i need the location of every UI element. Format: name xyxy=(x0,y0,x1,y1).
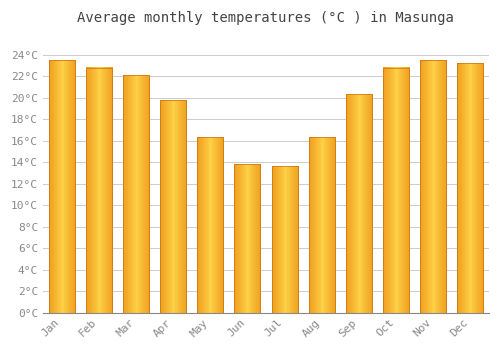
Bar xyxy=(123,75,149,313)
Bar xyxy=(420,60,446,313)
Title: Average monthly temperatures (°C ) in Masunga: Average monthly temperatures (°C ) in Ma… xyxy=(78,11,454,25)
Bar xyxy=(383,68,409,313)
Bar xyxy=(308,138,334,313)
Bar xyxy=(197,138,223,313)
Bar xyxy=(346,94,372,313)
Bar xyxy=(160,100,186,313)
Bar xyxy=(86,68,112,313)
Bar xyxy=(48,60,74,313)
Bar xyxy=(272,167,297,313)
Bar xyxy=(234,164,260,313)
Bar xyxy=(458,63,483,313)
